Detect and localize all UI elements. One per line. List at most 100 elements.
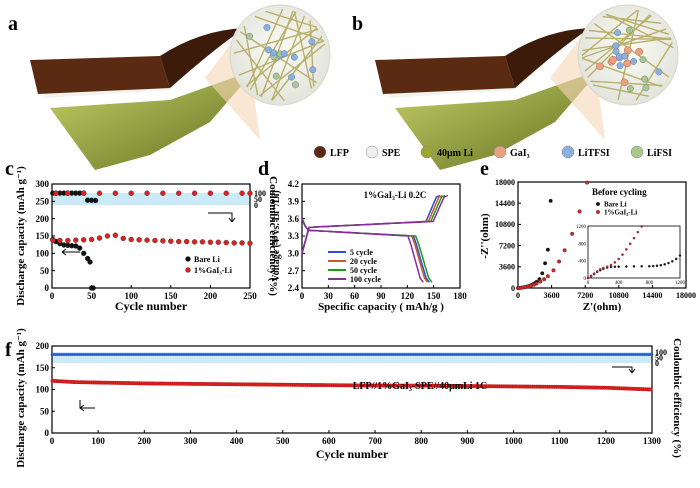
inset-x-tick: 0: [587, 281, 590, 286]
inset-bare-point: [663, 263, 666, 266]
capacity-point: [152, 237, 158, 244]
x-tick-label: 400: [230, 436, 244, 446]
x-tick-label: 1200: [597, 436, 616, 446]
salt-particle: [309, 66, 317, 74]
legend-swatch-3: [493, 145, 507, 159]
x-tick-label: 200: [204, 291, 218, 301]
inset-red-point: [621, 253, 624, 256]
arrow-left: [79, 400, 95, 412]
inset-bare-point: [648, 264, 651, 268]
inset-y-tick: 400: [579, 260, 587, 265]
capacity-point: [247, 240, 253, 246]
legend-marker: [185, 256, 191, 262]
x-tick-label: 600: [322, 436, 336, 446]
inset-red-point: [628, 242, 632, 246]
capacity-point: [231, 240, 237, 246]
x-tick-label: 500: [276, 436, 290, 446]
y-tick-label: 2.4: [288, 283, 300, 293]
salt-particle: [655, 68, 663, 76]
legend-label-1: SPE: [382, 148, 401, 159]
x-tick-label: 90: [377, 291, 387, 301]
eis-point: [540, 271, 545, 276]
x-tick-label: 1000: [505, 436, 524, 446]
eis-point: [585, 180, 590, 185]
x-tick-label: 60: [350, 291, 360, 301]
inset-x-tick: 1200: [675, 281, 686, 286]
capacity-point: [80, 250, 87, 257]
salt-particle: [625, 26, 633, 34]
y-tick-label: 0: [511, 284, 515, 293]
y-tick-label: 0: [45, 428, 50, 438]
capacity-point: [199, 239, 206, 245]
inset-bare-point: [671, 260, 674, 263]
inset-red-point: [595, 270, 599, 273]
legend-label: Bare Li: [604, 201, 627, 209]
eis-point: [543, 261, 548, 266]
legend-label-3: 100 cycle: [350, 275, 381, 284]
capacity-point: [207, 239, 214, 245]
y-axis-label: Discharge capacity (mAh g⁻¹): [15, 328, 27, 468]
y-tick-label: 250: [36, 196, 50, 206]
inset-red-point: [589, 274, 593, 278]
lfp-layer-b: [375, 56, 515, 94]
y2-tick-label: 100: [254, 189, 266, 198]
inset-red-point: [625, 248, 628, 251]
eis-point: [577, 209, 582, 214]
chart-d: 0 30 60 90 120 150 180 2.4 2.7 3.0 3.3 3.6 3.9 4.2 5 c…: [271, 179, 467, 313]
capacity-point: [215, 239, 222, 245]
legend-label-1: 20 cycle: [350, 257, 377, 266]
y-tick-label: 300: [36, 179, 50, 189]
y-axis-label: -Z''(ohm): [479, 213, 491, 259]
illustration-a: a: [8, 4, 331, 170]
gai3-particle: [609, 55, 617, 64]
y-tick-label: 7200: [499, 241, 515, 250]
inset-red-point: [617, 257, 620, 261]
salt-particle: [621, 52, 629, 60]
y-tick-label: 3.3: [288, 231, 300, 241]
fiber-strand: [233, 28, 319, 54]
gai3-particle: [620, 78, 629, 87]
gai3-particle: [635, 47, 644, 56]
inset-bare-point: [617, 265, 620, 268]
ce-point: [176, 190, 182, 196]
x-axis-label: Specific capacity ( mAh/g ): [318, 301, 444, 313]
legend-label-0: 5 cycle: [350, 248, 373, 257]
capacity-point: [144, 237, 150, 243]
y-tick-label: 3.9: [288, 196, 300, 206]
fiber-strand: [265, 10, 317, 28]
plot-frame: [517, 181, 687, 289]
capacity-point: [104, 233, 111, 239]
inset-frame: [587, 225, 681, 279]
x-tick-label: 200: [138, 436, 152, 446]
capacity-point: [183, 238, 190, 245]
legend-label: 1%GaI₃-Li: [194, 266, 233, 275]
panel-label-b: b: [352, 13, 363, 35]
ce-point: [144, 190, 150, 196]
y-tick-label: 3600: [499, 263, 515, 272]
salt-particle: [626, 85, 634, 92]
capacity-point: [57, 237, 63, 244]
y-tick-label: 10800: [495, 220, 515, 229]
eis-point: [545, 247, 550, 252]
x-tick-label: 100: [91, 436, 105, 446]
x-axis-label: Z'(ohm): [583, 301, 622, 313]
x-tick-label: 0: [50, 436, 55, 446]
inset-red-point: [586, 276, 590, 280]
ce-point: [223, 190, 229, 196]
y2-tick-label: 100: [655, 348, 667, 357]
y-tick-label: 4.2: [288, 179, 300, 189]
x-axis-label: Cycle number: [316, 447, 389, 461]
x-tick-label: 0: [300, 291, 305, 301]
inset-x-tick: 800: [646, 281, 654, 286]
gai3-particle: [623, 46, 632, 55]
eis-point: [557, 259, 562, 264]
salt-particle: [639, 56, 647, 64]
inset-bare-point: [674, 257, 678, 261]
y-tick-label: 150: [36, 231, 50, 241]
chart-e: 0 3600 7200 10800 14400 18000 0 3600 7200 10800 14…: [479, 178, 696, 313]
y-tick-label: 0: [45, 283, 50, 293]
y-tick-label: 14400: [495, 199, 515, 208]
legend-swatch-5: [630, 145, 644, 159]
